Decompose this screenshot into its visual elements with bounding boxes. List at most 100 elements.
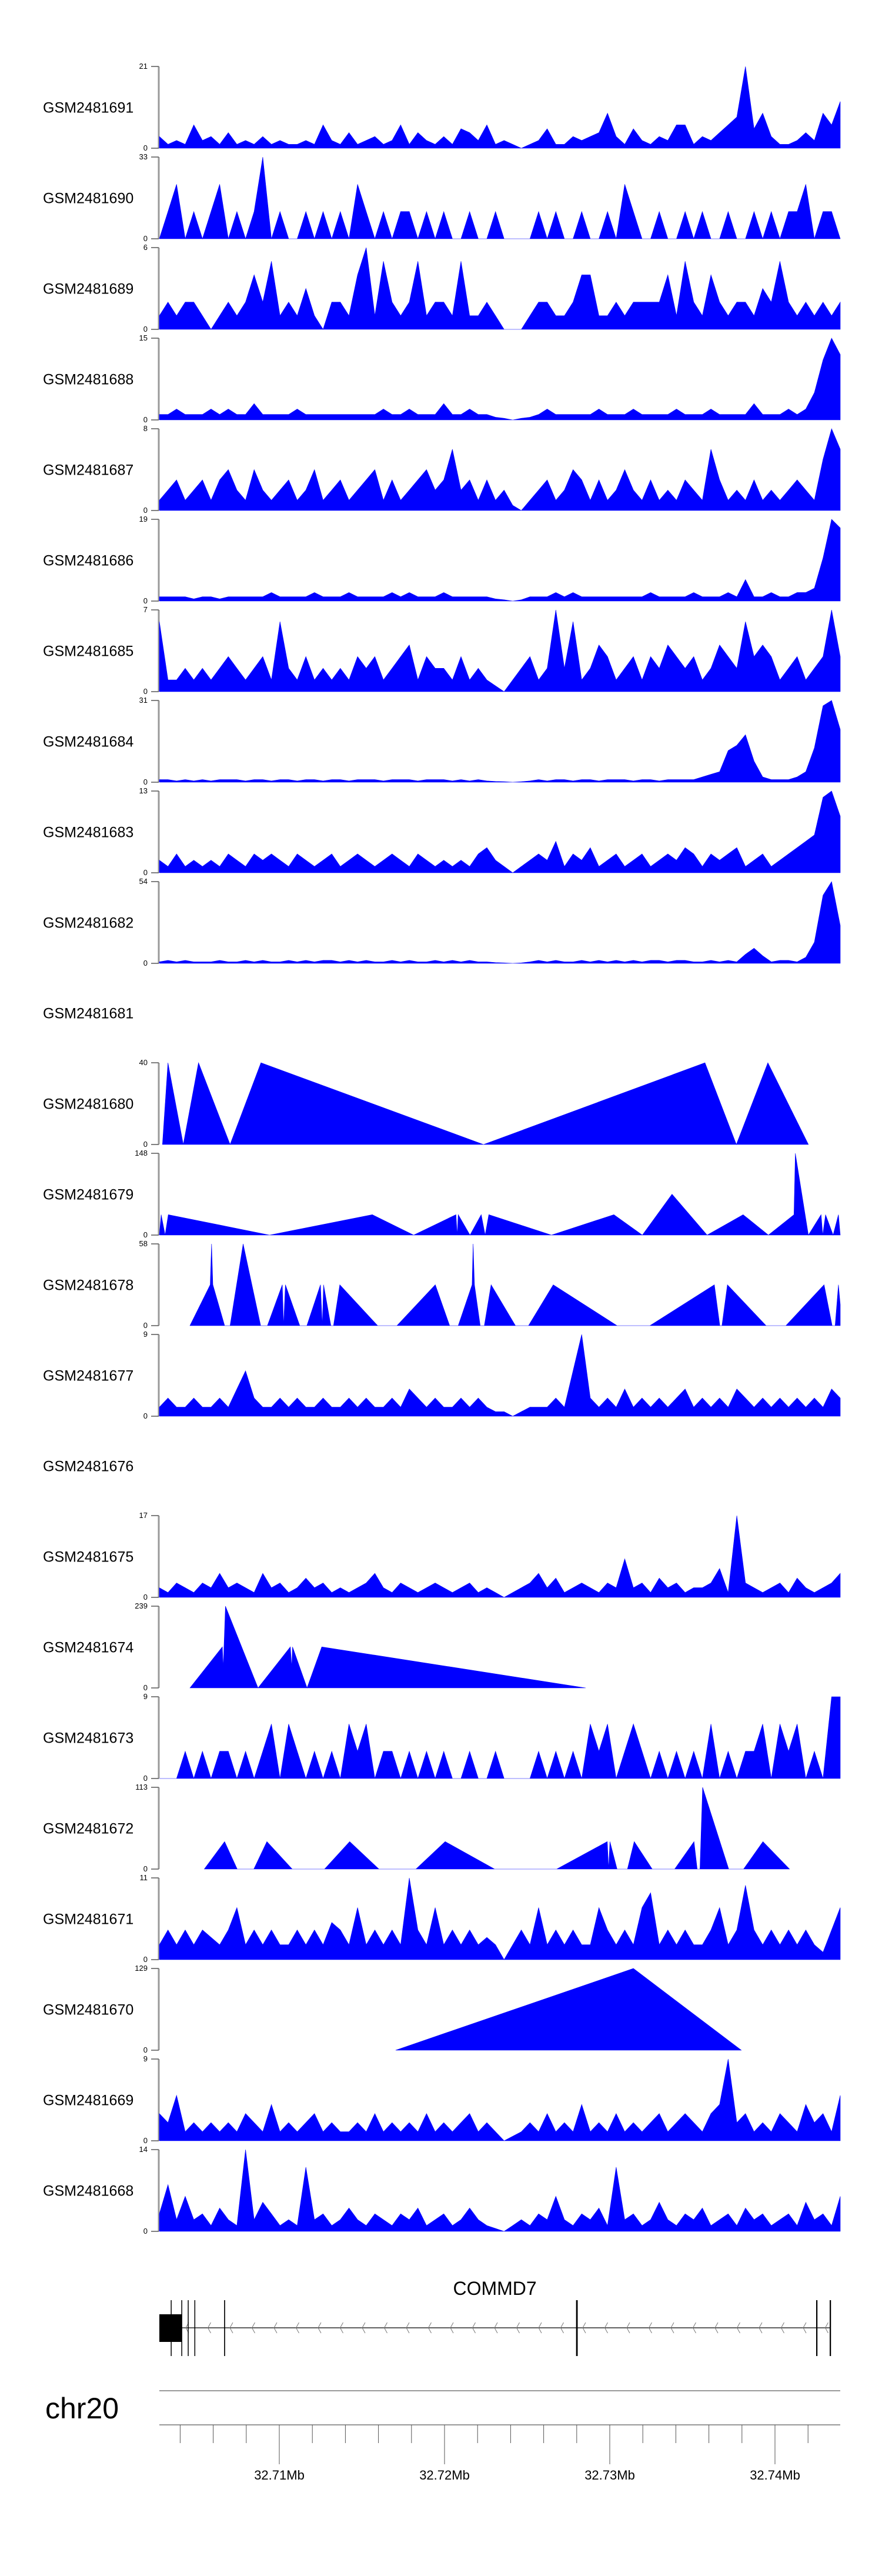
track-label: GSM2481685 xyxy=(43,643,133,660)
signal-area xyxy=(159,2058,841,2141)
track-GSM2481676: GSM2481676 xyxy=(43,1459,133,1475)
track-GSM2481683: GSM2481683 13 0 xyxy=(43,786,841,877)
strand-arrow-icon xyxy=(736,2322,740,2334)
track-GSM2481686: GSM2481686 19 0 xyxy=(43,515,841,605)
y-min-label: 0 xyxy=(143,2136,148,2145)
y-max-label: 19 xyxy=(139,515,148,523)
strand-arrow-icon xyxy=(670,2322,674,2334)
track-label: GSM2481671 xyxy=(43,1911,133,1928)
strand-arrow-icon xyxy=(450,2322,454,2334)
y-max-label: 17 xyxy=(139,1511,148,1520)
signal-area xyxy=(159,2149,841,2232)
strand-arrow-icon xyxy=(229,2322,233,2334)
track-GSM2481669: GSM2481669 9 0 xyxy=(43,2054,841,2145)
strand-arrow-icon xyxy=(207,2322,211,2334)
major-tick-label: 32.71Mb xyxy=(254,2468,305,2482)
signal-area xyxy=(159,338,841,421)
exon-line xyxy=(188,2300,189,2356)
signal-area xyxy=(159,66,841,149)
track-label: GSM2481684 xyxy=(43,734,133,750)
signal-area xyxy=(159,1153,841,1236)
signal-area xyxy=(159,519,841,602)
signal-area xyxy=(189,1243,841,1326)
y-min-label: 0 xyxy=(143,687,148,696)
y-max-label: 15 xyxy=(139,333,148,342)
track-GSM2481681: GSM2481681 xyxy=(43,1006,133,1022)
strand-arrow-icon xyxy=(406,2322,410,2334)
y-min-label: 0 xyxy=(143,1593,148,1601)
y-min-label: 0 xyxy=(143,1412,148,1420)
strand-arrow-icon xyxy=(648,2322,652,2334)
y-min-label: 0 xyxy=(143,1321,148,1330)
y-min-label: 0 xyxy=(143,1140,148,1149)
strand-arrow-icon xyxy=(626,2322,630,2334)
y-min-label: 0 xyxy=(143,1683,148,1692)
strand-arrow-icon xyxy=(803,2322,807,2334)
major-tick-label: 32.74Mb xyxy=(750,2468,800,2482)
track-label: GSM2481677 xyxy=(43,1368,133,1384)
y-min-label: 0 xyxy=(143,506,148,515)
y-max-label: 11 xyxy=(140,1873,148,1882)
signal-area xyxy=(395,1968,742,2051)
signal-area xyxy=(203,1787,790,1870)
y-min-label: 0 xyxy=(143,415,148,424)
track-GSM2481668: GSM2481668 14 0 xyxy=(43,2145,841,2235)
track-GSM2481673: GSM2481673 9 0 xyxy=(43,1692,841,1783)
track-label: GSM2481686 xyxy=(43,553,133,569)
track-label: GSM2481682 xyxy=(43,915,133,932)
strand-arrow-icon xyxy=(538,2322,542,2334)
y-min-label: 0 xyxy=(143,144,148,152)
track-GSM2481682: GSM2481682 54 0 xyxy=(43,877,841,967)
y-max-label: 21 xyxy=(139,62,148,71)
exon-line xyxy=(576,2300,578,2356)
track-GSM2481670: GSM2481670 129 0 xyxy=(43,1964,742,2054)
strand-arrow-icon xyxy=(427,2322,432,2334)
track-label: GSM2481674 xyxy=(43,1640,133,1656)
exon-line xyxy=(181,2300,182,2356)
y-max-label: 7 xyxy=(143,605,148,614)
track-label: GSM2481669 xyxy=(43,2093,133,2109)
track-GSM2481687: GSM2481687 8 0 xyxy=(43,424,841,515)
track-label: GSM2481678 xyxy=(43,1277,133,1294)
y-min-label: 0 xyxy=(143,1864,148,1873)
chromosome-label: chr20 xyxy=(45,2392,119,2425)
y-max-label: 113 xyxy=(135,1783,148,1791)
y-max-label: 58 xyxy=(139,1239,148,1248)
exon-line xyxy=(171,2300,172,2356)
signal-area xyxy=(159,1877,841,1960)
track-label: GSM2481687 xyxy=(43,462,133,479)
strand-arrow-icon xyxy=(383,2322,387,2334)
y-min-label: 0 xyxy=(143,596,148,605)
strand-arrow-icon xyxy=(780,2322,784,2334)
y-max-label: 239 xyxy=(135,1601,148,1610)
genome-axis: chr20 32.71Mb 32.72Mb 32.73Mb 32.74Mb xyxy=(45,2390,840,2482)
track-label: GSM2481668 xyxy=(43,2183,133,2200)
y-min-label: 0 xyxy=(143,1230,148,1239)
track-GSM2481690: GSM2481690 33 0 xyxy=(43,152,841,243)
strand-arrow-icon xyxy=(604,2322,608,2334)
exon-line xyxy=(830,2300,831,2356)
y-min-label: 0 xyxy=(143,959,148,967)
y-min-label: 0 xyxy=(143,1955,148,1964)
y-min-label: 0 xyxy=(143,234,148,243)
track-label: GSM2481676 xyxy=(43,1459,133,1475)
track-GSM2481677: GSM2481677 9 0 xyxy=(43,1330,841,1420)
signal-area xyxy=(159,609,841,692)
signal-area xyxy=(159,881,841,964)
signal-area xyxy=(159,1515,841,1598)
y-min-label: 0 xyxy=(143,778,148,786)
strand-arrow-icon xyxy=(318,2322,322,2334)
signal-area xyxy=(159,700,841,783)
track-GSM2481685: GSM2481685 7 0 xyxy=(43,605,841,696)
strand-arrow-icon xyxy=(692,2322,696,2334)
strand-arrow-icon xyxy=(362,2322,366,2334)
y-max-label: 148 xyxy=(135,1149,148,1157)
signal-area xyxy=(159,428,841,511)
gene-label: COMMD7 xyxy=(453,2278,536,2299)
strand-arrow-icon xyxy=(560,2322,564,2334)
y-min-label: 0 xyxy=(143,2046,148,2054)
signal-area xyxy=(162,1062,809,1145)
y-max-label: 9 xyxy=(143,1330,148,1339)
signal-area xyxy=(159,247,841,330)
